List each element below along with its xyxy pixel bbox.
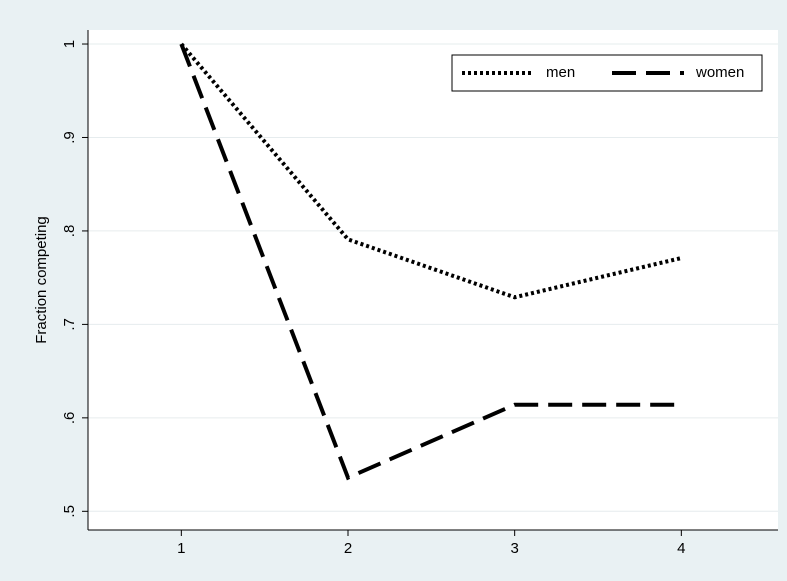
series-line: [179, 43, 682, 481]
y-axis-label: Fraction competing: [33, 216, 50, 344]
x-tick-label: 2: [344, 540, 352, 557]
y-tick-label: .7: [61, 318, 78, 331]
series-line: [179, 42, 682, 300]
y-tick-label: .9: [61, 131, 78, 144]
x-tick-label: 3: [510, 540, 518, 557]
y-tick-label: 1: [61, 40, 78, 48]
x-tick-label: 4: [677, 540, 685, 557]
y-tick-label: .6: [61, 412, 78, 425]
legend-box: [451, 54, 763, 92]
legend-label: women: [695, 64, 744, 81]
x-tick-label: 1: [177, 540, 185, 557]
plot-area: [88, 30, 778, 530]
legend-label: men: [546, 64, 575, 81]
y-tick-label: .5: [61, 505, 78, 518]
y-tick-label: .8: [61, 225, 78, 238]
